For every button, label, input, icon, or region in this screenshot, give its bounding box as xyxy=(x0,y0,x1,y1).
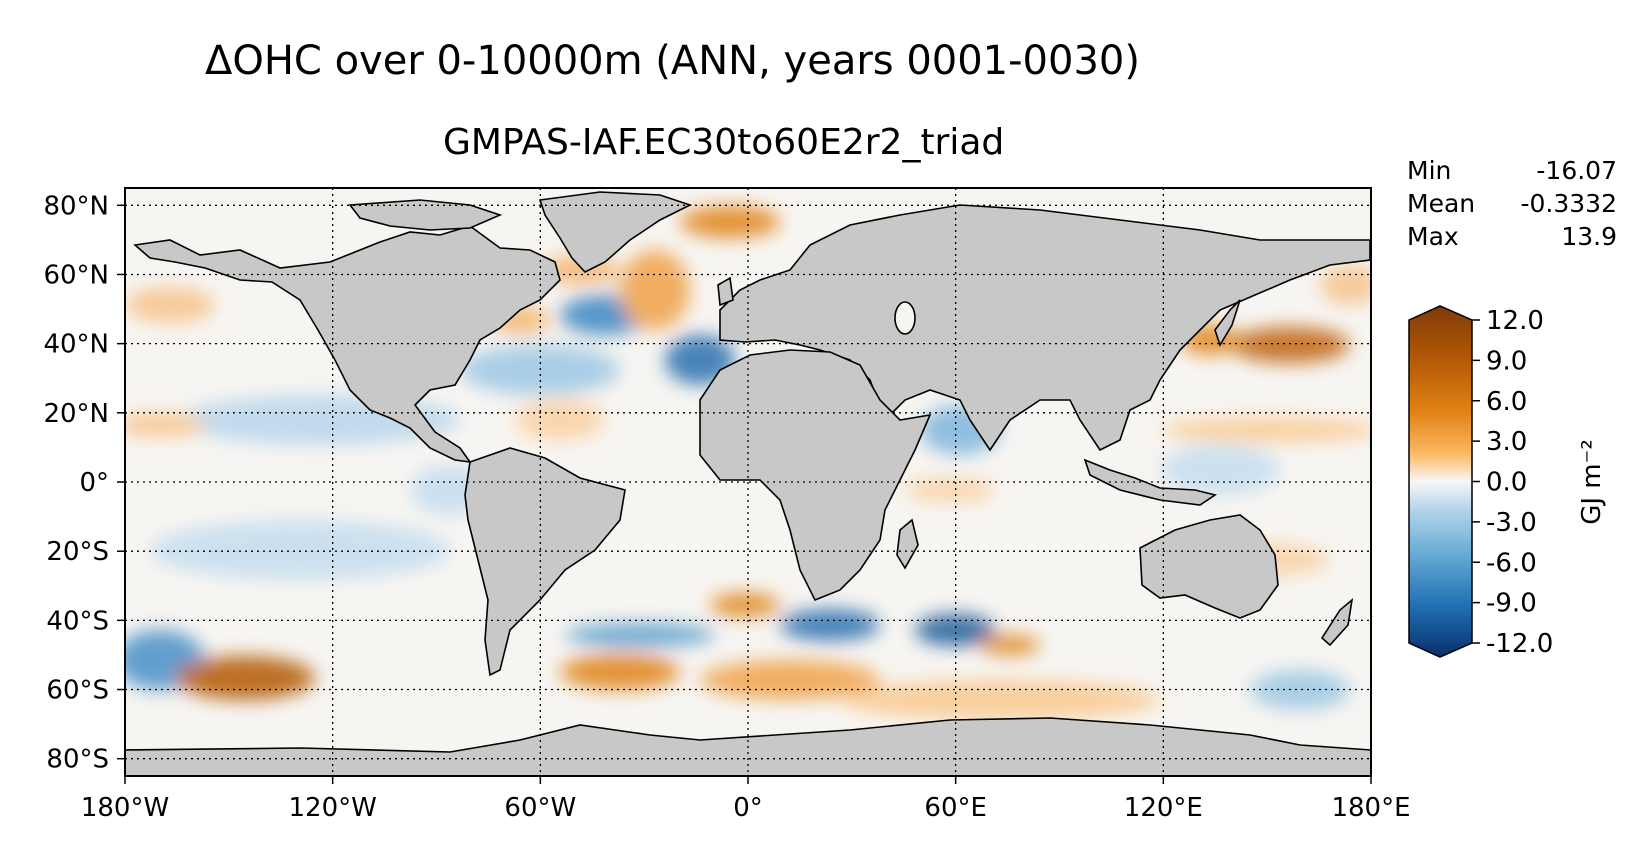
colorbar-tick-label: 3.0 xyxy=(1486,427,1527,457)
land-arctic-islands xyxy=(348,199,503,231)
land-madagascar xyxy=(896,518,919,570)
colorbar-body xyxy=(1408,305,1473,658)
colorbar-tick-label: 9.0 xyxy=(1486,346,1527,376)
lon-tick-label: 120°W xyxy=(288,793,376,823)
stats-box: Min -16.07 Mean -0.3332 Max 13.9 xyxy=(1407,154,1617,253)
lon-tick-label: 180°E xyxy=(1331,793,1410,823)
colorbar-ticks: 12.0 9.0 6.0 3.0 0.0 -3.0 -6.0 -9.0 -12.0 xyxy=(1472,306,1553,659)
land-africa xyxy=(699,349,932,602)
land-new-zealand xyxy=(1320,598,1354,647)
colorbar-label: GJ m⁻² xyxy=(1577,439,1607,525)
lat-tick-label: 60°N xyxy=(43,260,109,290)
stat-mean-value: -0.3332 xyxy=(1520,189,1618,218)
figure-subtitle: GMPAS-IAF.EC30to60E2r2_triad xyxy=(443,122,1005,163)
stat-max: Max 13.9 xyxy=(1407,220,1617,253)
lat-tick-label: 0° xyxy=(79,468,109,498)
lat-tick-label: 60°S xyxy=(46,676,109,706)
lat-tick-label: 40°S xyxy=(46,606,109,636)
stat-mean: Mean -0.3332 xyxy=(1407,187,1617,220)
lon-tick-label: 0° xyxy=(733,793,763,823)
lon-tick-label: 180°W xyxy=(81,793,169,823)
stat-max-label: Max xyxy=(1407,222,1459,251)
stat-max-value: 13.9 xyxy=(1561,222,1617,251)
caspian-sea xyxy=(894,301,916,335)
lon-tick-label: 120°E xyxy=(1124,793,1203,823)
colorbar-tick-label: -12.0 xyxy=(1486,629,1553,659)
lat-tick-label: 20°N xyxy=(43,399,109,429)
lon-tick-label: 60°W xyxy=(504,793,576,823)
stat-min-label: Min xyxy=(1407,156,1452,185)
colorbar-tick-label: 12.0 xyxy=(1486,306,1544,336)
colorbar: 12.0 9.0 6.0 3.0 0.0 -3.0 -6.0 -9.0 -12.0 GJ m⁻² xyxy=(1408,305,1607,659)
colorbar-tick-label: 0.0 xyxy=(1486,468,1527,498)
stat-mean-label: Mean xyxy=(1407,189,1476,218)
lon-tick-label: 60°E xyxy=(924,793,987,823)
land-australia xyxy=(1139,514,1279,619)
lat-tick-label: 40°N xyxy=(43,330,109,360)
land-japan xyxy=(1214,299,1241,347)
colorbar-tick-label: 6.0 xyxy=(1486,387,1527,417)
colorbar-tick-label: -3.0 xyxy=(1486,508,1537,538)
figure-title: ΔOHC over 0-10000m (ANN, years 0001-0030… xyxy=(205,38,1140,84)
lat-tick-label: 80°S xyxy=(46,745,109,775)
stat-min: Min -16.07 xyxy=(1407,154,1617,187)
lat-tick-label: 20°S xyxy=(46,537,109,567)
stat-min-value: -16.07 xyxy=(1536,156,1617,185)
land-maritime-se-asia xyxy=(1083,458,1217,506)
lat-tick-label: 80°N xyxy=(43,191,109,221)
land-greenland xyxy=(538,191,693,273)
latitude-labels: 80°N 60°N 40°N 20°N 0° 20°S 40°S 60°S 80°S xyxy=(43,191,125,775)
map-plot xyxy=(124,187,1372,777)
land-uk xyxy=(717,276,734,307)
colorbar-tick-label: -9.0 xyxy=(1486,589,1537,619)
longitude-labels: 180°W 120°W 60°W 0° 60°E 120°E 180°E xyxy=(81,776,1411,823)
land-masses xyxy=(125,191,1371,776)
land-south-america xyxy=(464,447,626,677)
colorbar-tick-label: -6.0 xyxy=(1486,548,1537,578)
